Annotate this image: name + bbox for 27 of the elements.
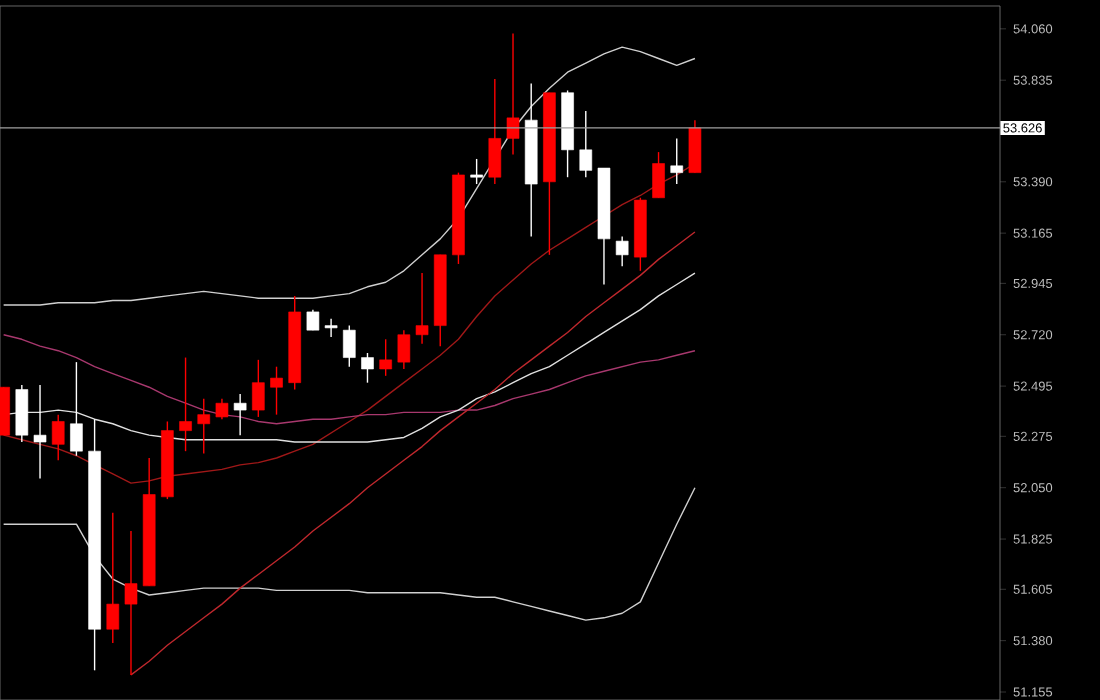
candlestick bbox=[470, 158, 483, 185]
candlestick bbox=[252, 359, 265, 418]
candlestick bbox=[270, 366, 283, 416]
candlestick bbox=[361, 352, 374, 384]
candlestick bbox=[15, 384, 29, 443]
candlestick bbox=[688, 119, 702, 174]
candlestick bbox=[124, 530, 138, 676]
candlestick bbox=[379, 338, 392, 377]
candlestick bbox=[197, 397, 211, 455]
candlestick bbox=[33, 384, 47, 480]
candlestick bbox=[51, 413, 65, 461]
candlestick bbox=[652, 151, 665, 199]
candlestick bbox=[306, 308, 320, 331]
candlestick bbox=[488, 78, 502, 185]
candlestick bbox=[579, 110, 593, 178]
candlestick bbox=[415, 272, 429, 345]
candlestick bbox=[70, 361, 83, 457]
candlestick bbox=[215, 397, 229, 420]
candlestick bbox=[670, 137, 684, 185]
candlestick bbox=[506, 32, 520, 156]
candlestick bbox=[179, 356, 192, 452]
candlestick bbox=[233, 393, 247, 436]
candlestick bbox=[324, 318, 338, 338]
candlestick bbox=[615, 235, 629, 267]
candlestick bbox=[397, 329, 411, 370]
candlestick bbox=[106, 512, 120, 644]
candlestick bbox=[342, 324, 356, 368]
